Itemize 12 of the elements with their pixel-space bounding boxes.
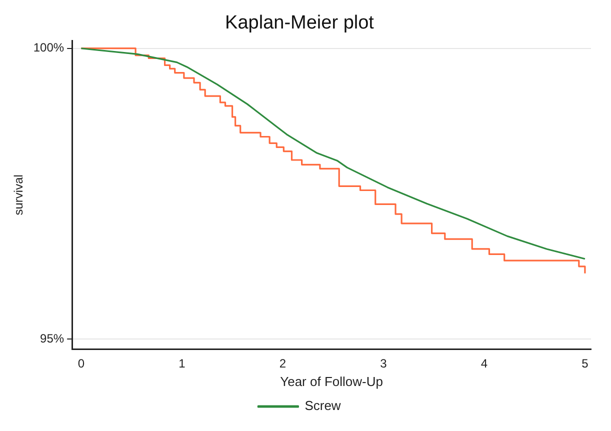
chart-title: Kaplan-Meier plot bbox=[225, 12, 375, 34]
x-tick-label: 1 bbox=[178, 356, 186, 371]
x-tick-label: 2 bbox=[279, 356, 286, 371]
y-axis-title: survival bbox=[12, 174, 26, 216]
x-tick-label: 5 bbox=[582, 356, 589, 371]
y-tick-label: 95% bbox=[40, 331, 64, 346]
x-axis-title: Year of Follow-Up bbox=[280, 374, 383, 389]
x-tick-label: 4 bbox=[480, 356, 488, 371]
y-tick-label: 100% bbox=[33, 40, 64, 55]
x-tick-label: 3 bbox=[380, 356, 388, 371]
legend-label: Screw bbox=[304, 398, 342, 414]
x-tick-label: 0 bbox=[78, 356, 85, 371]
